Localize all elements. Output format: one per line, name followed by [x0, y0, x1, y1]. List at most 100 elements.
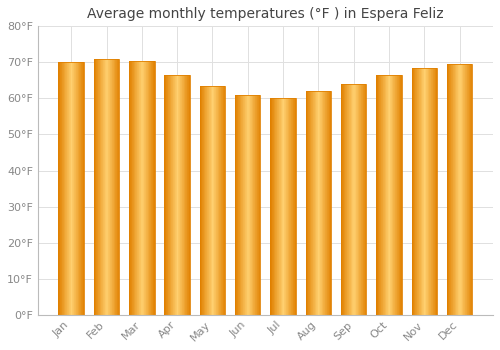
Bar [356, 84, 357, 315]
Bar [202, 86, 203, 315]
Bar [134, 61, 135, 315]
Bar [319, 91, 320, 315]
Bar [362, 84, 363, 315]
Bar [137, 61, 138, 315]
Bar [415, 68, 416, 315]
Bar [281, 98, 282, 315]
Bar [348, 84, 350, 315]
Bar [413, 68, 414, 315]
Bar [129, 61, 130, 315]
Bar [451, 64, 452, 315]
Bar [179, 75, 180, 315]
Bar [284, 98, 285, 315]
Bar [344, 84, 345, 315]
Bar [220, 86, 222, 315]
Bar [273, 98, 274, 315]
Bar [393, 75, 394, 315]
Bar [189, 75, 190, 315]
Bar [165, 75, 166, 315]
Bar [135, 61, 136, 315]
Bar [64, 62, 65, 315]
Bar [422, 68, 423, 315]
Bar [425, 68, 426, 315]
Bar [385, 75, 386, 315]
Bar [241, 95, 242, 315]
Bar [323, 91, 324, 315]
Bar [354, 84, 355, 315]
Bar [70, 62, 71, 315]
Bar [452, 64, 454, 315]
Bar [114, 59, 115, 315]
Bar [249, 95, 250, 315]
Bar [180, 75, 181, 315]
Bar [398, 75, 399, 315]
Bar [280, 98, 281, 315]
Bar [464, 64, 466, 315]
Bar [201, 86, 202, 315]
Bar [205, 86, 206, 315]
Bar [235, 95, 236, 315]
Bar [447, 64, 448, 315]
Bar [460, 64, 461, 315]
Bar [285, 98, 286, 315]
Bar [287, 98, 288, 315]
Bar [380, 75, 381, 315]
Bar [144, 61, 145, 315]
Bar [110, 59, 111, 315]
Bar [131, 61, 132, 315]
Bar [345, 84, 346, 315]
Bar [108, 59, 109, 315]
Bar [449, 64, 450, 315]
Bar [387, 75, 388, 315]
Bar [343, 84, 344, 315]
Bar [215, 86, 216, 315]
Bar [204, 86, 205, 315]
Bar [212, 86, 213, 315]
Bar [424, 68, 425, 315]
Bar [416, 68, 418, 315]
Bar [434, 68, 435, 315]
Bar [396, 75, 398, 315]
Bar [455, 64, 456, 315]
Bar [150, 61, 152, 315]
Title: Average monthly temperatures (°F ) in Espera Feliz: Average monthly temperatures (°F ) in Es… [87, 7, 444, 21]
Bar [320, 91, 321, 315]
Bar [129, 61, 154, 315]
Bar [63, 62, 64, 315]
Bar [252, 95, 253, 315]
Bar [316, 91, 317, 315]
Bar [283, 98, 284, 315]
Bar [270, 98, 296, 315]
Bar [346, 84, 348, 315]
Bar [275, 98, 276, 315]
Bar [224, 86, 225, 315]
Bar [118, 59, 119, 315]
Bar [200, 86, 225, 315]
Bar [102, 59, 104, 315]
Bar [95, 59, 96, 315]
Bar [72, 62, 73, 315]
Bar [132, 61, 133, 315]
Bar [258, 95, 259, 315]
Bar [71, 62, 72, 315]
Bar [200, 86, 201, 315]
Bar [290, 98, 292, 315]
Bar [432, 68, 433, 315]
Bar [351, 84, 352, 315]
Bar [183, 75, 184, 315]
Bar [412, 68, 437, 315]
Bar [389, 75, 390, 315]
Bar [435, 68, 436, 315]
Bar [357, 84, 358, 315]
Bar [109, 59, 110, 315]
Bar [317, 91, 318, 315]
Bar [67, 62, 68, 315]
Bar [73, 62, 74, 315]
Bar [246, 95, 247, 315]
Bar [376, 75, 377, 315]
Bar [66, 62, 67, 315]
Bar [430, 68, 432, 315]
Bar [98, 59, 99, 315]
Bar [450, 64, 451, 315]
Bar [256, 95, 258, 315]
